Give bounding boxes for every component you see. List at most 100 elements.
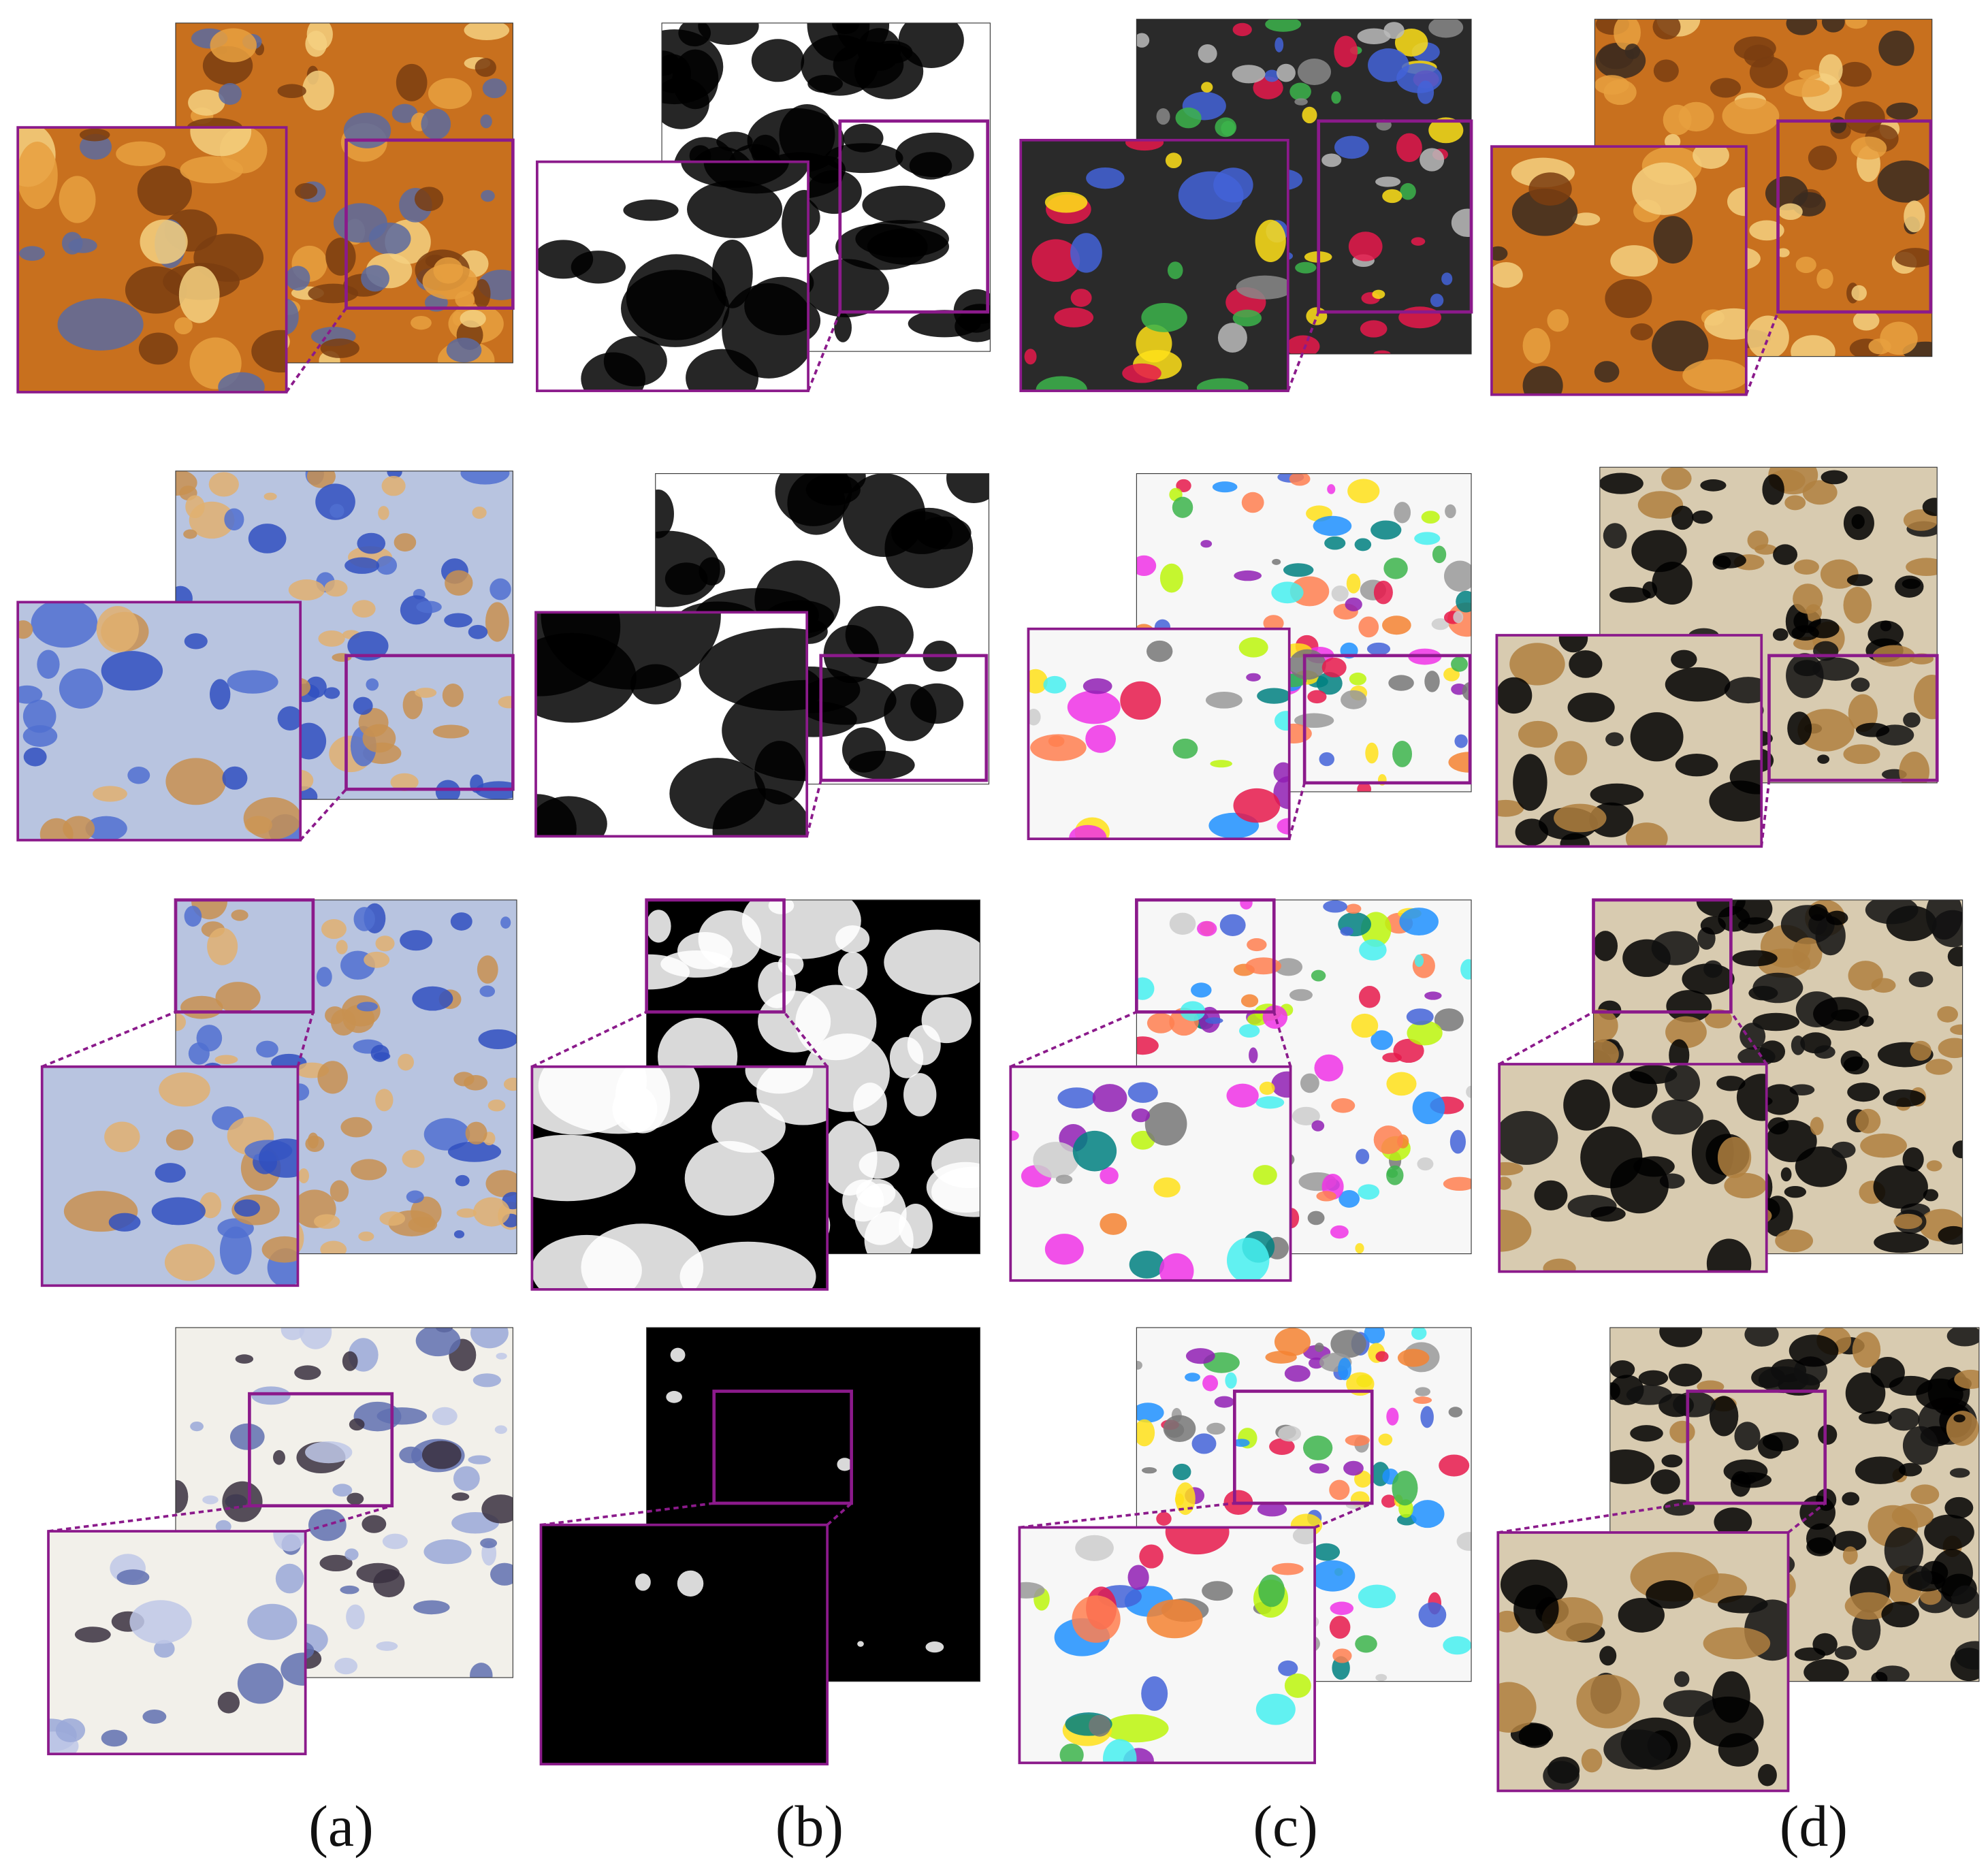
blob bbox=[1797, 709, 1855, 752]
blob bbox=[324, 579, 348, 597]
blob bbox=[1528, 172, 1572, 206]
blob bbox=[1724, 1172, 1767, 1199]
blob bbox=[248, 524, 287, 554]
blob bbox=[1668, 1363, 1702, 1387]
blob bbox=[1509, 643, 1565, 686]
blob bbox=[446, 338, 482, 363]
blob bbox=[845, 606, 914, 664]
zoom-box bbox=[344, 654, 515, 791]
blob bbox=[1351, 1013, 1379, 1038]
blob bbox=[1784, 495, 1806, 511]
blob bbox=[1219, 914, 1246, 936]
blob bbox=[344, 557, 380, 574]
blob bbox=[421, 108, 451, 140]
blob bbox=[381, 476, 406, 496]
blob bbox=[475, 58, 496, 77]
blob bbox=[1499, 1110, 1558, 1165]
blob bbox=[1946, 1327, 1979, 1347]
blob bbox=[378, 506, 389, 520]
blob bbox=[1609, 1360, 1635, 1379]
blob bbox=[1448, 1407, 1463, 1417]
blob bbox=[1576, 1674, 1640, 1729]
blob bbox=[1908, 971, 1934, 988]
panels bbox=[16, 18, 1980, 1793]
blob bbox=[1383, 22, 1405, 39]
blob bbox=[1895, 248, 1932, 268]
blob bbox=[1245, 957, 1281, 975]
blob bbox=[681, 161, 789, 189]
blob bbox=[1850, 136, 1887, 160]
blob bbox=[1382, 615, 1411, 635]
blob bbox=[74, 1626, 111, 1643]
blob bbox=[1844, 101, 1885, 134]
blob bbox=[541, 612, 721, 690]
inset-border bbox=[1498, 1063, 1768, 1273]
blob bbox=[1349, 672, 1367, 686]
blob bbox=[1269, 1438, 1295, 1455]
blob bbox=[1847, 1083, 1880, 1102]
blob bbox=[1903, 712, 1921, 728]
inset-border bbox=[1019, 138, 1289, 392]
blob bbox=[340, 1117, 372, 1138]
blob bbox=[1443, 1636, 1472, 1655]
blob bbox=[1321, 153, 1342, 167]
blob bbox=[1175, 107, 1202, 129]
blob bbox=[1136, 977, 1155, 1000]
blob bbox=[1498, 1682, 1537, 1733]
blob bbox=[1744, 1327, 1779, 1347]
blob bbox=[1102, 1739, 1137, 1763]
blob bbox=[1865, 899, 1919, 925]
blob bbox=[1345, 903, 1362, 914]
blob bbox=[1795, 256, 1816, 274]
blob bbox=[1147, 1012, 1175, 1033]
blob bbox=[1449, 1129, 1466, 1154]
blob bbox=[330, 504, 344, 518]
blob bbox=[1414, 532, 1441, 545]
blob bbox=[1033, 1142, 1079, 1179]
blob bbox=[1558, 635, 1588, 653]
blob bbox=[1593, 931, 1618, 961]
blob bbox=[1953, 1414, 1966, 1423]
blob bbox=[1802, 480, 1838, 505]
blob bbox=[402, 1149, 425, 1168]
blob bbox=[68, 238, 97, 253]
blob bbox=[1845, 19, 1867, 29]
blob bbox=[1740, 1023, 1766, 1050]
blob bbox=[18, 620, 33, 639]
blob bbox=[1432, 545, 1447, 564]
blob bbox=[1292, 1527, 1315, 1545]
blob bbox=[305, 1441, 353, 1464]
blob bbox=[280, 1327, 305, 1341]
blob bbox=[332, 1484, 353, 1497]
blob bbox=[1226, 1083, 1259, 1108]
blob bbox=[362, 724, 396, 753]
blob bbox=[1233, 1439, 1250, 1447]
blob bbox=[1359, 939, 1387, 961]
blob bbox=[832, 22, 860, 35]
blob bbox=[165, 1129, 194, 1151]
blob bbox=[722, 679, 807, 782]
blob bbox=[1249, 1047, 1258, 1063]
blob bbox=[423, 1539, 472, 1565]
blob bbox=[1692, 510, 1713, 524]
blob bbox=[1246, 673, 1261, 682]
blob bbox=[1329, 1616, 1351, 1639]
blob bbox=[1439, 1454, 1470, 1477]
connector bbox=[41, 1010, 176, 1068]
blob bbox=[1185, 1373, 1200, 1382]
blob bbox=[256, 1040, 278, 1058]
blob bbox=[1272, 558, 1281, 565]
blob bbox=[305, 676, 327, 699]
blob bbox=[1762, 1432, 1799, 1452]
blob bbox=[1010, 1130, 1019, 1141]
blob bbox=[1258, 1574, 1285, 1607]
blob bbox=[1278, 1426, 1302, 1442]
blob bbox=[1415, 1387, 1430, 1396]
blob bbox=[1198, 44, 1217, 63]
blob bbox=[1904, 200, 1925, 233]
zoom-box bbox=[1302, 654, 1472, 785]
blob bbox=[712, 788, 807, 837]
blob bbox=[351, 600, 376, 618]
connector bbox=[1272, 1011, 1292, 1068]
connector bbox=[826, 1502, 852, 1526]
